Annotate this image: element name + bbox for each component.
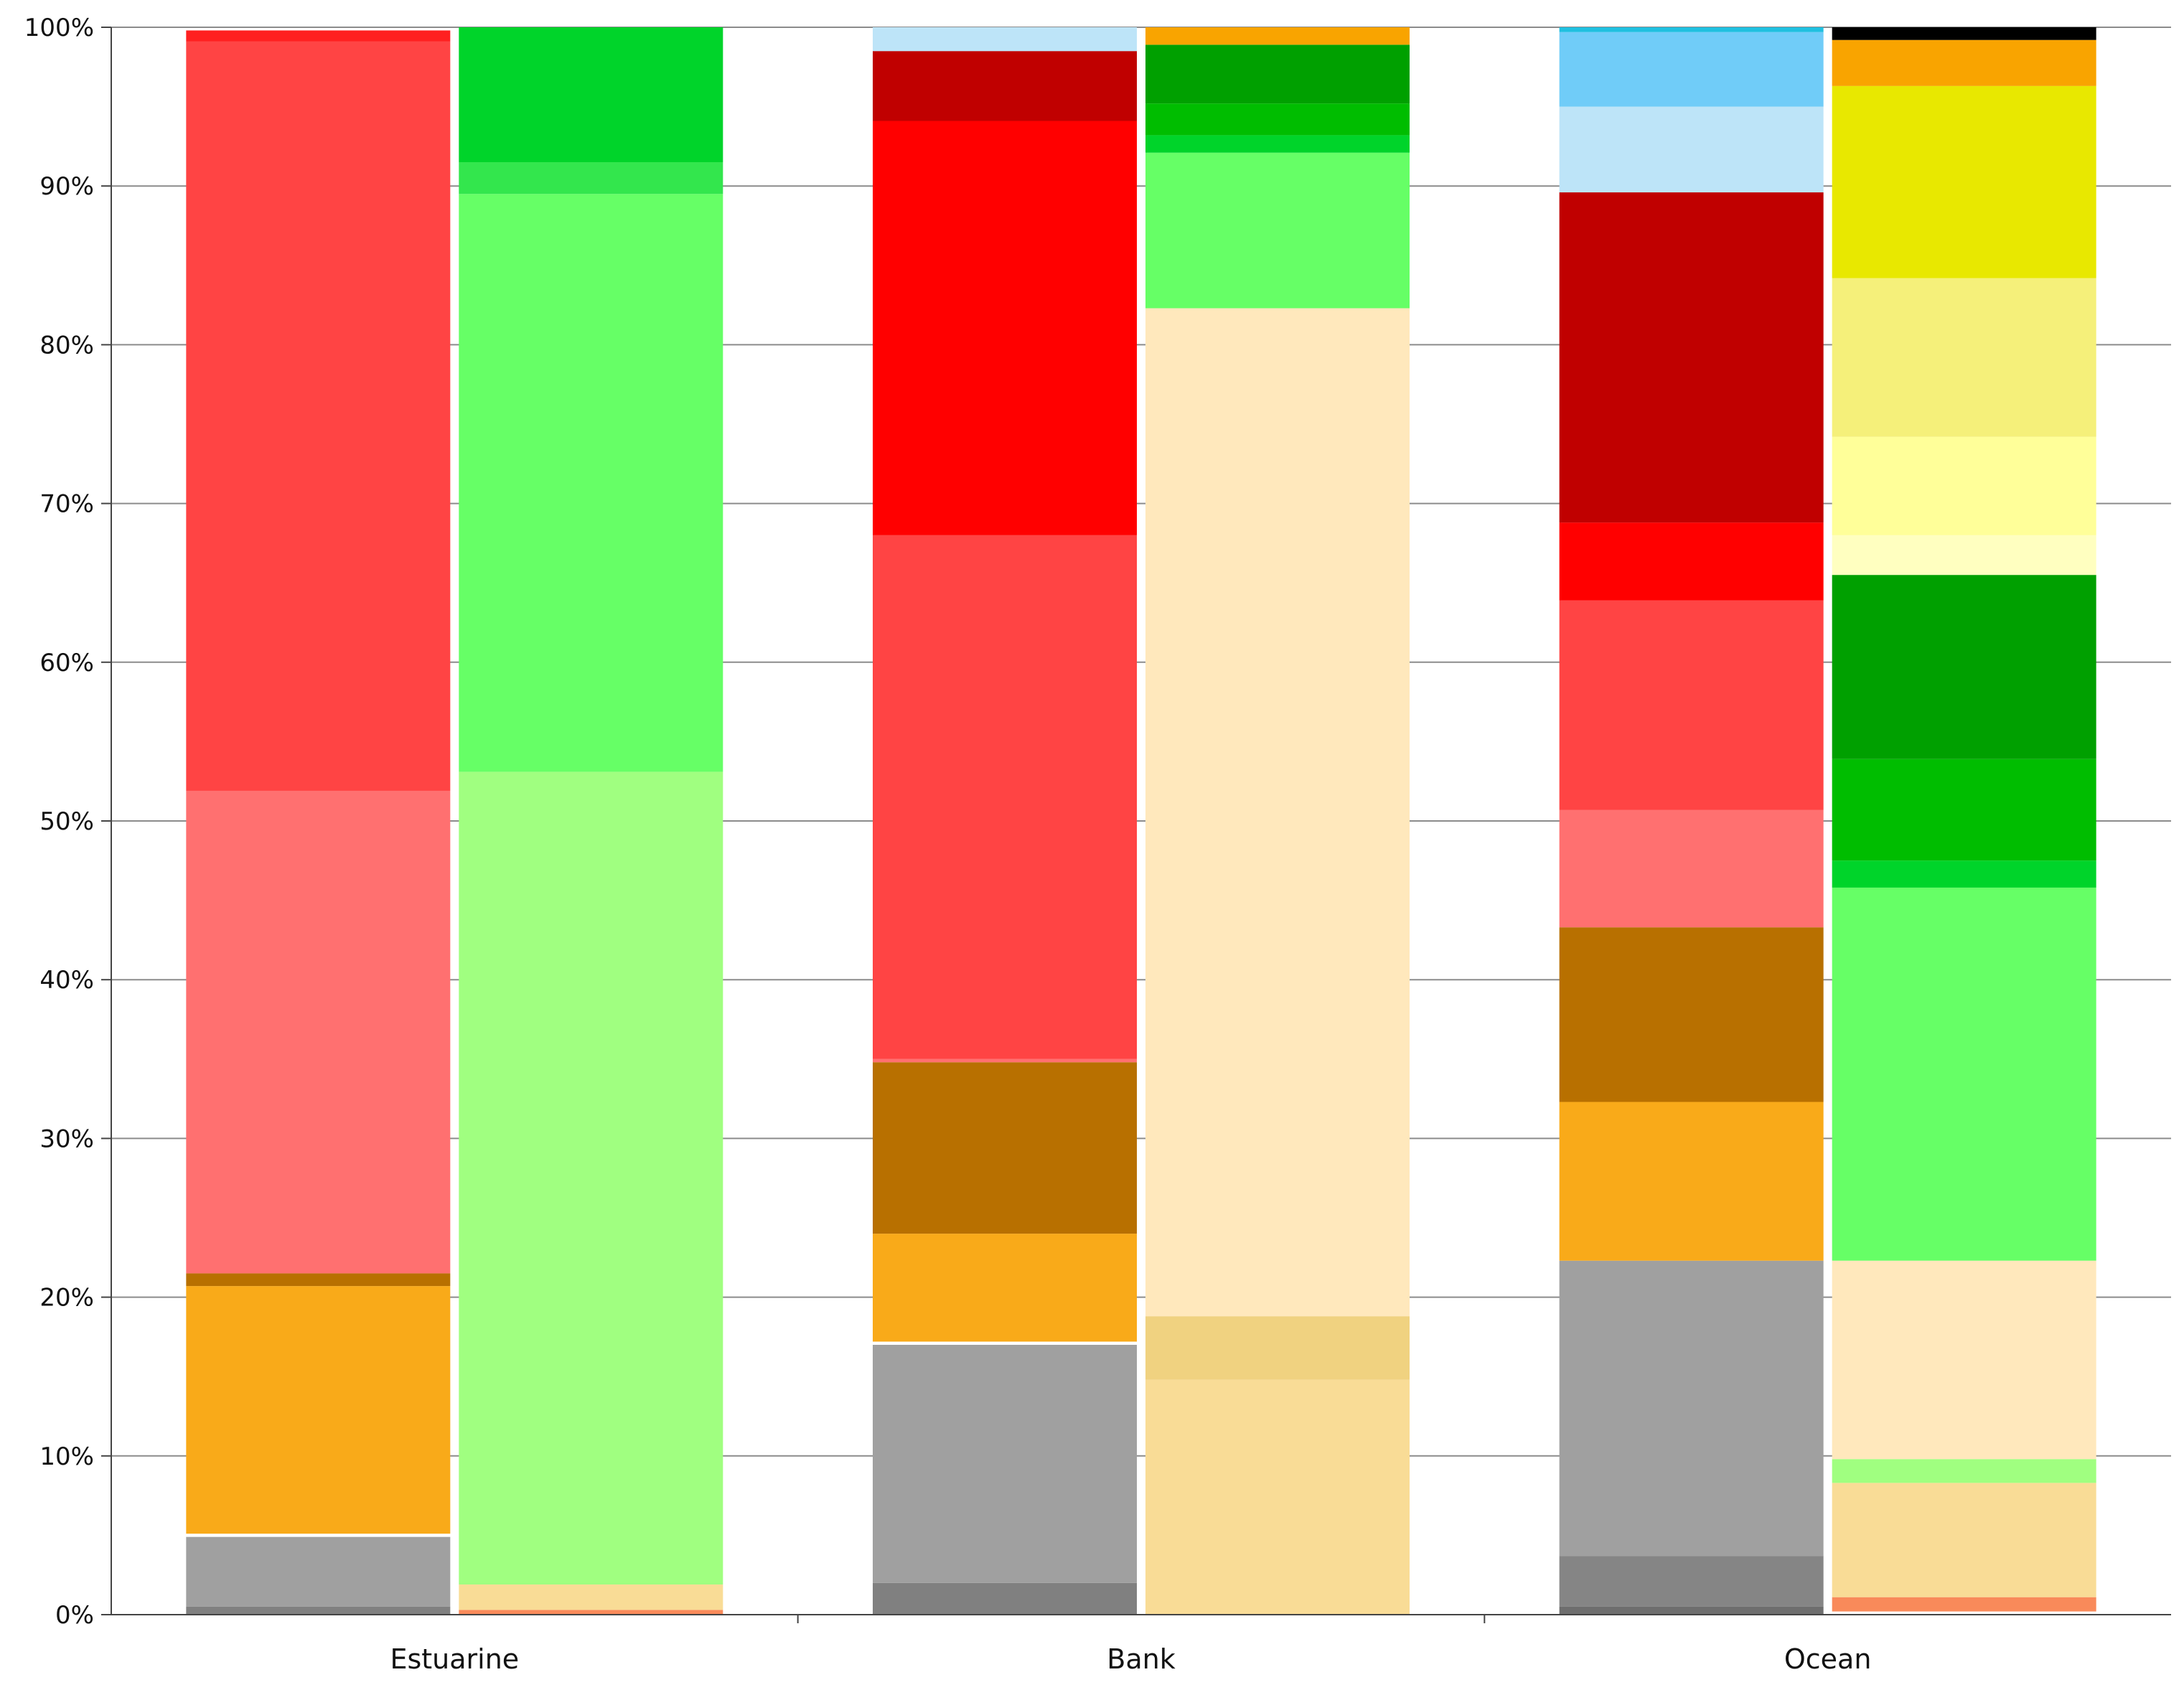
- bar-segment: [1145, 1316, 1410, 1380]
- y-tick-label: 40%: [39, 966, 94, 995]
- bar-segment: [1832, 436, 2096, 535]
- bar-segment: [1832, 27, 2096, 40]
- y-tick-label: 70%: [39, 490, 94, 519]
- bar-segment: [1559, 27, 1824, 32]
- bar-segment: [186, 1273, 451, 1287]
- y-tick-label: 80%: [39, 331, 94, 360]
- bar-segment: [459, 1610, 723, 1615]
- bar-segment: [873, 1058, 1137, 1063]
- bar-stack: [1832, 27, 2096, 1615]
- bar-stack: [1559, 27, 1824, 1615]
- bar-segment: [1832, 887, 2096, 1261]
- bar-segment: [873, 1344, 1137, 1583]
- bar-segment: [873, 1341, 1137, 1345]
- bar-segment: [1559, 1260, 1824, 1557]
- category-label: Ocean: [1784, 1643, 1872, 1675]
- bar-segment: [1145, 27, 1410, 45]
- bar-segment: [459, 27, 723, 163]
- bar-segment: [873, 1234, 1137, 1342]
- bar-segment: [186, 790, 451, 1274]
- bar-segment: [186, 41, 451, 791]
- bar-segment: [873, 1062, 1137, 1234]
- category-labels: Estuarine Bank Ocean: [390, 1643, 1871, 1675]
- bar-segment: [1559, 522, 1824, 601]
- bar-segment: [873, 121, 1137, 535]
- category-label: Estuarine: [390, 1643, 519, 1675]
- y-tick-labels: 0% 10% 20% 30% 40% 50% 60% 70% 80% 90% 100%: [24, 14, 94, 1630]
- bar-segment: [1145, 152, 1410, 309]
- bar-segment: [1145, 135, 1410, 153]
- y-tick-label: 90%: [39, 172, 94, 201]
- bar-segment: [1832, 860, 2096, 888]
- bar-segment: [1559, 32, 1824, 107]
- bar-segment: [459, 194, 723, 772]
- bar-segment: [1559, 1556, 1824, 1607]
- bar-segment: [1832, 1459, 2096, 1483]
- bar-segment: [459, 162, 723, 194]
- bar-segment: [1559, 600, 1824, 810]
- bar-segment: [1559, 1606, 1824, 1615]
- bar-segment: [459, 1584, 723, 1610]
- bar-segment: [1832, 39, 2096, 86]
- bar-segment: [186, 30, 451, 42]
- bar-segment: [1145, 308, 1410, 1317]
- y-tick-label: 60%: [39, 649, 94, 677]
- bar-segment: [873, 51, 1137, 121]
- bar-segment: [873, 1582, 1137, 1615]
- bar-stack: [186, 30, 451, 1615]
- y-tick-label: 20%: [39, 1284, 94, 1313]
- bar-segment: [186, 1606, 451, 1615]
- bar-segment: [1832, 759, 2096, 861]
- axes: [101, 27, 2171, 1623]
- category-label: Bank: [1107, 1643, 1175, 1675]
- bar-segment: [1559, 809, 1824, 928]
- y-tick-label: 0%: [55, 1601, 94, 1630]
- gridlines: [111, 27, 2171, 1457]
- bar-segment: [1832, 535, 2096, 576]
- bar-stack: [873, 27, 1137, 1615]
- y-tick-label: 100%: [24, 14, 94, 42]
- bar-segment: [1832, 278, 2096, 437]
- bar-segment: [1559, 927, 1824, 1102]
- bar-segment: [1145, 44, 1410, 104]
- y-tick-label: 30%: [39, 1125, 94, 1153]
- bar-segment: [186, 1286, 451, 1534]
- bar-segment: [1559, 192, 1824, 523]
- bar-segment: [1559, 106, 1824, 193]
- bar-segment: [1832, 85, 2096, 278]
- bar-segment: [1145, 103, 1410, 136]
- bar-segment: [873, 27, 1137, 52]
- bar-segment: [1832, 1597, 2096, 1612]
- bar-segment: [1559, 1102, 1824, 1261]
- bar-stack: [459, 27, 723, 1615]
- bar-segment: [459, 771, 723, 1585]
- bar-segment: [1832, 1483, 2096, 1597]
- bar-stacks: [186, 27, 2096, 1615]
- bar-stack: [1145, 27, 1410, 1615]
- bar-segment: [186, 1536, 451, 1607]
- y-tick-label: 10%: [39, 1442, 94, 1471]
- bar-segment: [1832, 1611, 2096, 1615]
- bar-segment: [1832, 575, 2096, 759]
- bar-segment: [873, 535, 1137, 1059]
- bar-segment: [1145, 1379, 1410, 1615]
- bar-segment: [186, 1534, 451, 1537]
- bar-segment: [1832, 1260, 2096, 1460]
- y-tick-label: 50%: [39, 807, 94, 836]
